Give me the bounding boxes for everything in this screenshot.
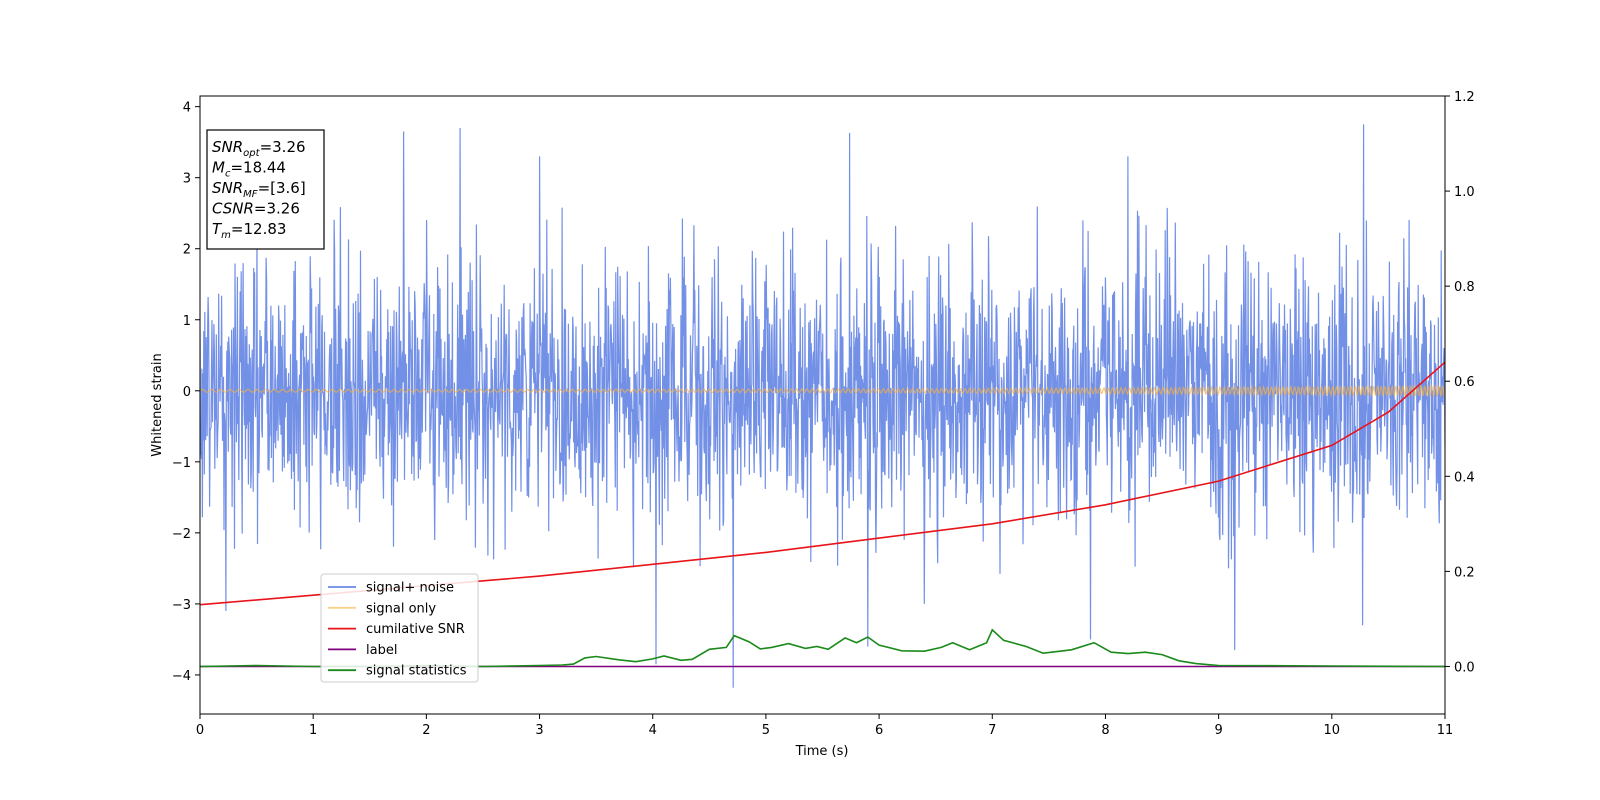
y-tick-label: 0 [183, 385, 191, 400]
y-tick-label: −2 [172, 527, 191, 542]
x-tick-label: 0 [196, 723, 204, 738]
x-tick-label: 1 [309, 723, 317, 738]
series-signal-noise-line [200, 124, 1445, 688]
y-tick-label: −1 [172, 456, 191, 471]
annotation-subscript: opt [243, 148, 260, 159]
annotation-line: SNRopt=3.26 [212, 138, 306, 159]
y-tick-label: −3 [172, 598, 191, 613]
y2-tick-label: 0.2 [1454, 565, 1475, 580]
annotation-subscript: m [221, 230, 231, 241]
annotation-symbol: SNR [212, 179, 243, 197]
x-tick-label: 2 [422, 723, 430, 738]
annotation-box: SNRopt=3.26Mc=18.44SNRMF=[3.6]CSNR=3.26T… [206, 129, 325, 250]
y-axis-label: Whitened strain [150, 353, 165, 456]
legend-label: signal+ noise [366, 581, 454, 596]
x-axis-label: Time (s) [795, 744, 849, 759]
annotation-value: =12.83 [231, 220, 287, 238]
y2-tick-label: 0.4 [1454, 470, 1475, 485]
x-tick-label: 5 [762, 723, 770, 738]
annotation-subscript: MF [243, 189, 258, 200]
annotation-value: =[3.6] [258, 179, 306, 197]
y-tick-label: 3 [183, 172, 191, 187]
legend-label: label [366, 643, 397, 658]
annotation-value: =3.26 [254, 200, 300, 218]
x-tick-label: 11 [1437, 723, 1454, 738]
legend-box [320, 573, 479, 683]
annotation-line: CSNR=3.26 [212, 200, 300, 218]
y2-tick-label: 1.2 [1454, 90, 1475, 105]
x-tick-label: 3 [535, 723, 543, 738]
annotation-box-border [206, 129, 325, 250]
annotation-symbol: T [212, 220, 223, 238]
legend: signal+ noise signal only cumilative SNR la… [320, 573, 479, 683]
x-tick-label: 10 [1324, 723, 1341, 738]
x-tick-label: 4 [649, 723, 657, 738]
y-tick-label: −4 [172, 669, 191, 684]
annotation-symbol: SNR [212, 138, 243, 156]
annotation-symbol: M [212, 159, 225, 177]
annotation-line: Mc=18.44 [212, 159, 286, 180]
y-tick-label: 1 [183, 314, 191, 329]
y2-tick-label: 1.0 [1454, 185, 1475, 200]
y2-tick-label: 0.0 [1454, 660, 1475, 675]
annotation-value: =18.44 [230, 159, 286, 177]
y-tick-label: 4 [183, 101, 191, 116]
x-axis-ticks: 0 1 2 3 4 5 6 7 8 9 10 11 [196, 714, 1453, 738]
y2-tick-label: 0.6 [1454, 375, 1475, 390]
annotation-subscript: c [225, 169, 231, 180]
x-tick-label: 7 [988, 723, 996, 738]
y2-tick-label: 0.8 [1454, 280, 1475, 295]
series-signal-statistics-line [200, 628, 1445, 668]
x-tick-label: 8 [1101, 723, 1109, 738]
annotation-value: =3.26 [260, 138, 306, 156]
annotation-symbol: CSNR [212, 200, 254, 218]
legend-label: signal statistics [366, 664, 467, 679]
legend-label: cumilative SNR [366, 622, 465, 637]
plot-frame [199, 95, 1446, 715]
annotation-line: SNRMF=[3.6] [212, 179, 306, 200]
x-tick-label: 9 [1214, 723, 1222, 738]
x-tick-label: 6 [875, 723, 883, 738]
annotation-line: Tm=12.83 [212, 220, 286, 241]
y2-axis-ticks: 0.0 0.2 0.4 0.6 0.8 1.0 1.2 [1445, 90, 1475, 675]
y-tick-label: 2 [183, 243, 191, 258]
y-axis-ticks: −4 −3 −2 −1 0 1 2 3 4 [172, 101, 200, 684]
series-signal-only-line [200, 383, 1445, 398]
legend-label: signal only [366, 601, 436, 616]
